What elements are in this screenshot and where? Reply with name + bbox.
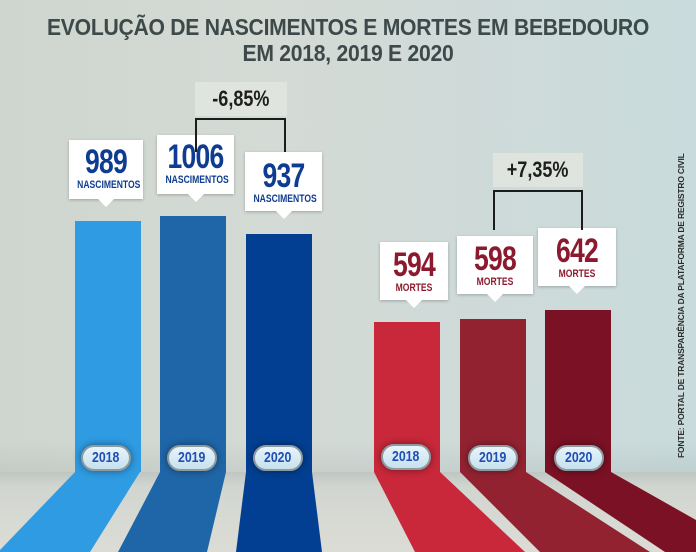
deaths-change-value: +7,35% xyxy=(507,157,569,182)
value-deaths-2020: 642 xyxy=(556,232,599,270)
label-births-2019: NASCIMENTOS xyxy=(165,174,229,186)
bar-births-2019 xyxy=(160,216,226,472)
label-deaths-2018: MORTES xyxy=(395,282,433,294)
source-note: FONTE: PORTAL DE TRANSPARÊNCIA DA PLATAF… xyxy=(676,153,686,458)
year-pill-births-2019: 2019 xyxy=(167,445,217,471)
births-change-badge: -6,85% xyxy=(195,82,287,116)
chart-title-line2: EM 2018, 2019 E 2020 xyxy=(242,40,454,66)
year-pill-births-2020: 2020 xyxy=(253,445,303,471)
value-births-2020: 937 xyxy=(262,157,306,195)
year-pill-deaths-2019: 2019 xyxy=(468,445,518,471)
year-pill-births-2018: 2018 xyxy=(81,445,131,471)
year-pill-deaths-2018: 2018 xyxy=(381,444,431,470)
births-change-value: -6,85% xyxy=(212,86,270,111)
value-deaths-2018: 594 xyxy=(393,246,436,284)
label-deaths-2019: MORTES xyxy=(476,276,514,288)
callout-deaths-2018: 594 MORTES xyxy=(380,242,448,308)
label-births-2018: NASCIMENTOS xyxy=(77,179,141,191)
bar-births-2020 xyxy=(246,234,312,472)
births-change-bracket xyxy=(195,118,286,152)
callout-deaths-2020: 642 MORTES xyxy=(538,228,616,294)
callout-deaths-2019: 598 MORTES xyxy=(457,236,533,302)
deaths-change-badge: +7,35% xyxy=(493,153,583,187)
value-births-2018: 989 xyxy=(85,143,128,181)
value-deaths-2019: 598 xyxy=(474,240,517,278)
label-deaths-2020: MORTES xyxy=(558,268,596,280)
chart-title-line1: EVOLUÇÃO DE NASCIMENTOS E MORTES EM BEBE… xyxy=(46,14,650,40)
bar-births-2018 xyxy=(75,221,141,472)
year-pill-deaths-2020: 2020 xyxy=(554,445,604,471)
deaths-change-bracket xyxy=(493,190,583,230)
label-births-2020: NASCIMENTOS xyxy=(253,193,317,205)
callout-births-2018: 989 NASCIMENTOS xyxy=(69,140,143,207)
callout-births-2020: 937 NASCIMENTOS xyxy=(245,152,322,219)
floor-perspective-strips xyxy=(0,472,696,552)
